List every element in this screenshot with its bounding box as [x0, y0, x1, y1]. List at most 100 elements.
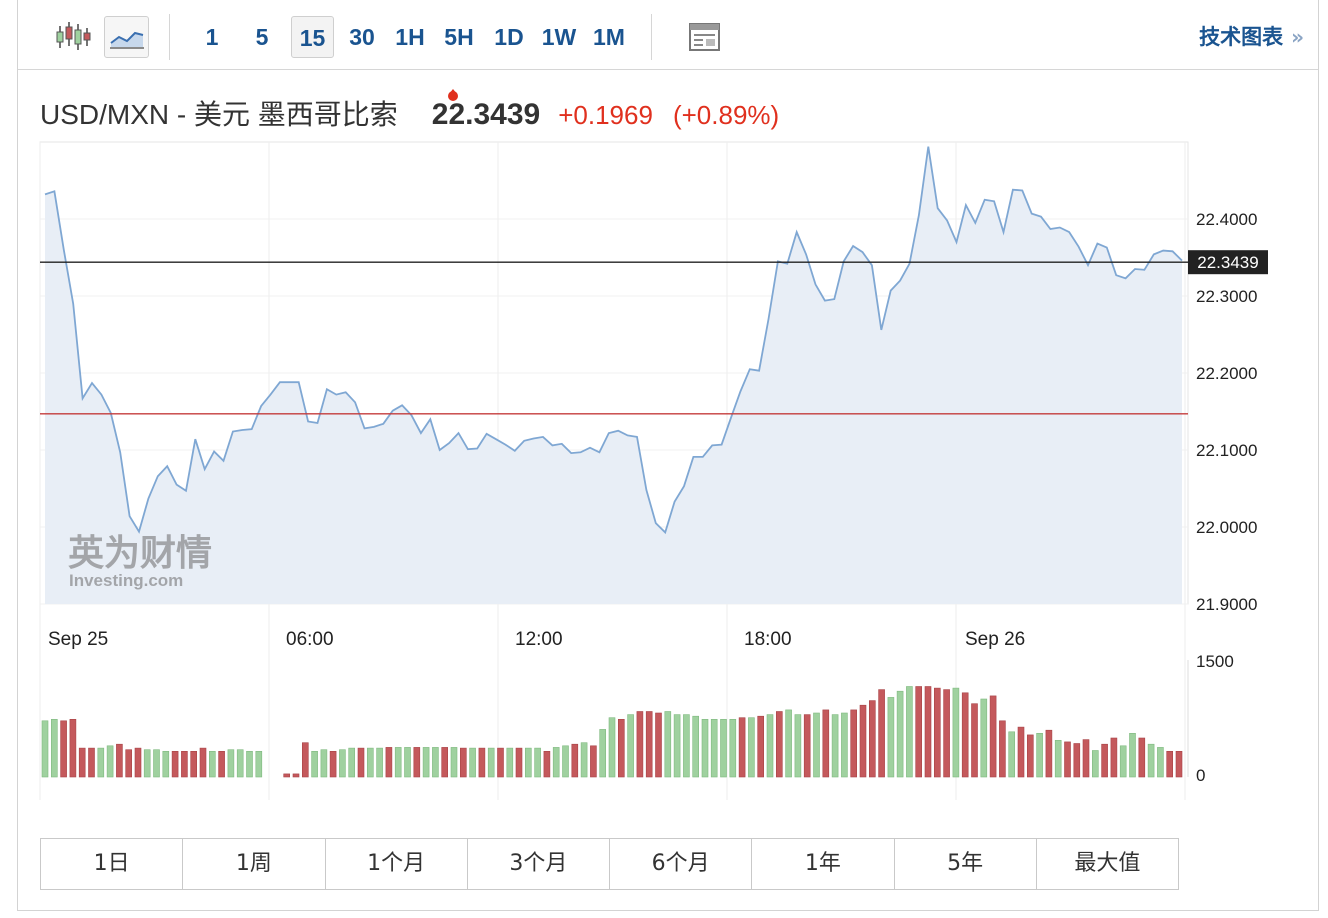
volume-bar — [143, 749, 151, 778]
volume-bar — [227, 749, 235, 778]
volume-bar — [952, 687, 960, 778]
volume-bar — [757, 715, 765, 778]
range-5y[interactable]: 5年 — [895, 839, 1037, 889]
interval-1d[interactable]: 1D — [494, 24, 524, 50]
interval-15[interactable]: 15 — [291, 16, 334, 58]
range-3m[interactable]: 3个月 — [468, 839, 610, 889]
candlestick-icon[interactable] — [50, 16, 94, 58]
volume-bar — [1064, 741, 1071, 778]
volume-bar — [209, 750, 216, 778]
interval-5[interactable]: 5 — [255, 24, 269, 50]
volume-bar — [617, 718, 625, 778]
volume-bar — [1166, 750, 1173, 778]
volume-bar — [692, 715, 700, 778]
volume-bar — [1008, 731, 1016, 778]
volume-bar — [441, 747, 449, 778]
volume-bar — [153, 749, 160, 778]
volume-bar — [850, 709, 858, 778]
volume-bar — [599, 729, 607, 778]
volume-bar — [924, 686, 932, 778]
range-1y[interactable]: 1年 — [752, 839, 895, 889]
technical-chart-link[interactable]: 技术图表 » — [1199, 16, 1304, 58]
up-arrow-icon — [446, 87, 460, 101]
volume-bar — [590, 745, 597, 778]
range-1d[interactable]: 1日 — [41, 839, 184, 889]
line-chart-icon[interactable] — [104, 16, 149, 58]
price-chart: 22.3439 22.4000 22.3000 22.2000 22.1000 22.0… — [39, 141, 1268, 800]
volume-bar — [803, 714, 811, 778]
time-axis: Sep 25 06:00 12:00 18:00 Sep 26 — [48, 629, 1025, 650]
volume-bar — [60, 720, 67, 778]
volume-bar — [906, 686, 913, 778]
volume-bar — [1157, 747, 1164, 778]
volume-bar — [636, 711, 644, 778]
volume-bar — [469, 747, 476, 778]
x-tick-label: Sep 26 — [965, 629, 1025, 650]
investing-watermark: 英为财情 Investing.com — [68, 533, 212, 590]
volume-bar — [311, 750, 318, 778]
volume-bar — [487, 747, 495, 778]
volume-bar — [78, 747, 86, 778]
volume-bar — [125, 749, 132, 778]
volume-bar — [1082, 739, 1090, 778]
interval-1m[interactable]: 1M — [593, 24, 625, 50]
range-1m[interactable]: 1个月 — [326, 839, 468, 889]
y-tick-label: 22.4000 — [1196, 210, 1257, 229]
volume-bar — [552, 747, 560, 778]
volume-bar — [896, 690, 904, 778]
volume-bar — [376, 747, 383, 778]
volume-bar — [627, 714, 634, 778]
interval-1h[interactable]: 1H — [395, 24, 425, 50]
volume-bar — [1119, 745, 1127, 778]
volume-bar — [348, 747, 356, 778]
range-1w[interactable]: 1周 — [183, 839, 326, 889]
volume-bar — [255, 750, 263, 778]
volume-bar — [50, 718, 58, 778]
volume-bar — [246, 750, 253, 778]
range-max[interactable]: 最大值 — [1074, 851, 1141, 876]
interval-1[interactable]: 1 — [205, 24, 219, 50]
volume-bar — [645, 711, 653, 778]
toolbar-divider — [651, 14, 652, 60]
volume-bar — [497, 747, 504, 778]
volume-bar — [943, 689, 950, 778]
interval-30[interactable]: 30 — [349, 24, 375, 50]
volume-bar — [868, 700, 876, 778]
volume-bar — [385, 747, 393, 778]
volume-bar — [292, 773, 300, 778]
y-tick-label: 22.0000 — [1196, 518, 1257, 537]
volume-bar — [608, 717, 616, 778]
y-tick-label: 22.3000 — [1196, 287, 1257, 306]
volume-bar — [580, 742, 588, 778]
volume-bar — [841, 712, 848, 778]
volume-bar — [571, 743, 579, 778]
news-icon[interactable] — [687, 16, 723, 58]
volume-bar — [1054, 739, 1062, 778]
volume-bar — [524, 747, 532, 778]
volume-bar — [218, 750, 225, 778]
volume-bar — [515, 747, 523, 778]
interval-1w[interactable]: 1W — [541, 24, 577, 50]
volume-bar — [813, 712, 820, 778]
interval-5h[interactable]: 5H — [444, 24, 474, 50]
reference-lines: 22.3439 — [40, 250, 1268, 415]
time-range-selector: 1日 1周 1个月 3个月 6个月 1年 5年 最大值 — [40, 838, 1179, 890]
x-tick-label: Sep 25 — [48, 629, 108, 650]
volume-bar — [915, 686, 923, 778]
volume-bar — [69, 718, 77, 778]
price-axis: 22.4000 22.3000 22.2000 22.1000 22.0000 21.90… — [1196, 210, 1257, 614]
volume-bar — [320, 749, 328, 778]
double-chevron-right-icon: » — [1291, 25, 1304, 49]
volume-bar — [878, 689, 885, 778]
volume-bar — [432, 747, 439, 778]
volume-tick-label: 0 — [1196, 766, 1205, 785]
price-change: +0.1969 — [558, 100, 653, 130]
volume-bar — [1017, 726, 1025, 778]
range-6m[interactable]: 6个月 — [610, 839, 753, 889]
volume-bar — [785, 709, 792, 778]
watermark-cn: 英为财情 — [68, 533, 212, 574]
volume-bar — [329, 750, 337, 778]
volume-bar — [301, 742, 309, 778]
volume-bar — [775, 711, 783, 778]
volume-bar — [701, 718, 709, 778]
